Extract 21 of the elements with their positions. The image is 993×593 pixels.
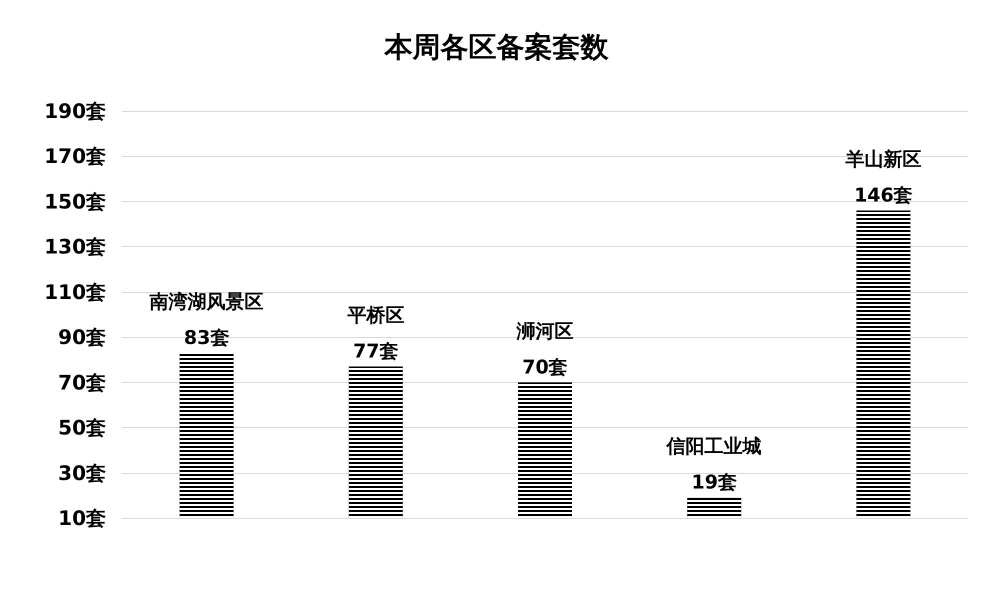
- y-tick-label: 30套: [58, 460, 106, 485]
- data-label: 146套: [854, 184, 913, 206]
- x-tick-label: 平桥区: [346, 304, 404, 327]
- y-tick-label: 50套: [58, 416, 106, 440]
- data-label: 77套: [353, 340, 399, 363]
- y-tick-label: 130套: [44, 234, 106, 259]
- data-label: 19套: [691, 472, 737, 494]
- chart-title: 本周各区备案套数: [384, 30, 610, 64]
- data-label: 83套: [184, 326, 230, 349]
- y-tick-label: 110套: [44, 280, 106, 304]
- y-tick-label: 190套: [44, 99, 106, 123]
- y-tick-label: 170套: [44, 144, 106, 168]
- x-tick-label: 浉河区: [516, 320, 574, 342]
- x-tick-label: 南湾湖风景区: [148, 290, 264, 313]
- data-label: 70套: [522, 356, 568, 378]
- y-tick-label: 10套: [58, 506, 106, 530]
- x-tick-label: 信阳工业城: [666, 436, 762, 458]
- y-tick-label: 150套: [44, 189, 106, 214]
- x-tick-label: 羊山新区: [844, 148, 922, 170]
- y-tick-label: 90套: [58, 325, 106, 350]
- y-tick-label: 70套: [58, 370, 106, 394]
